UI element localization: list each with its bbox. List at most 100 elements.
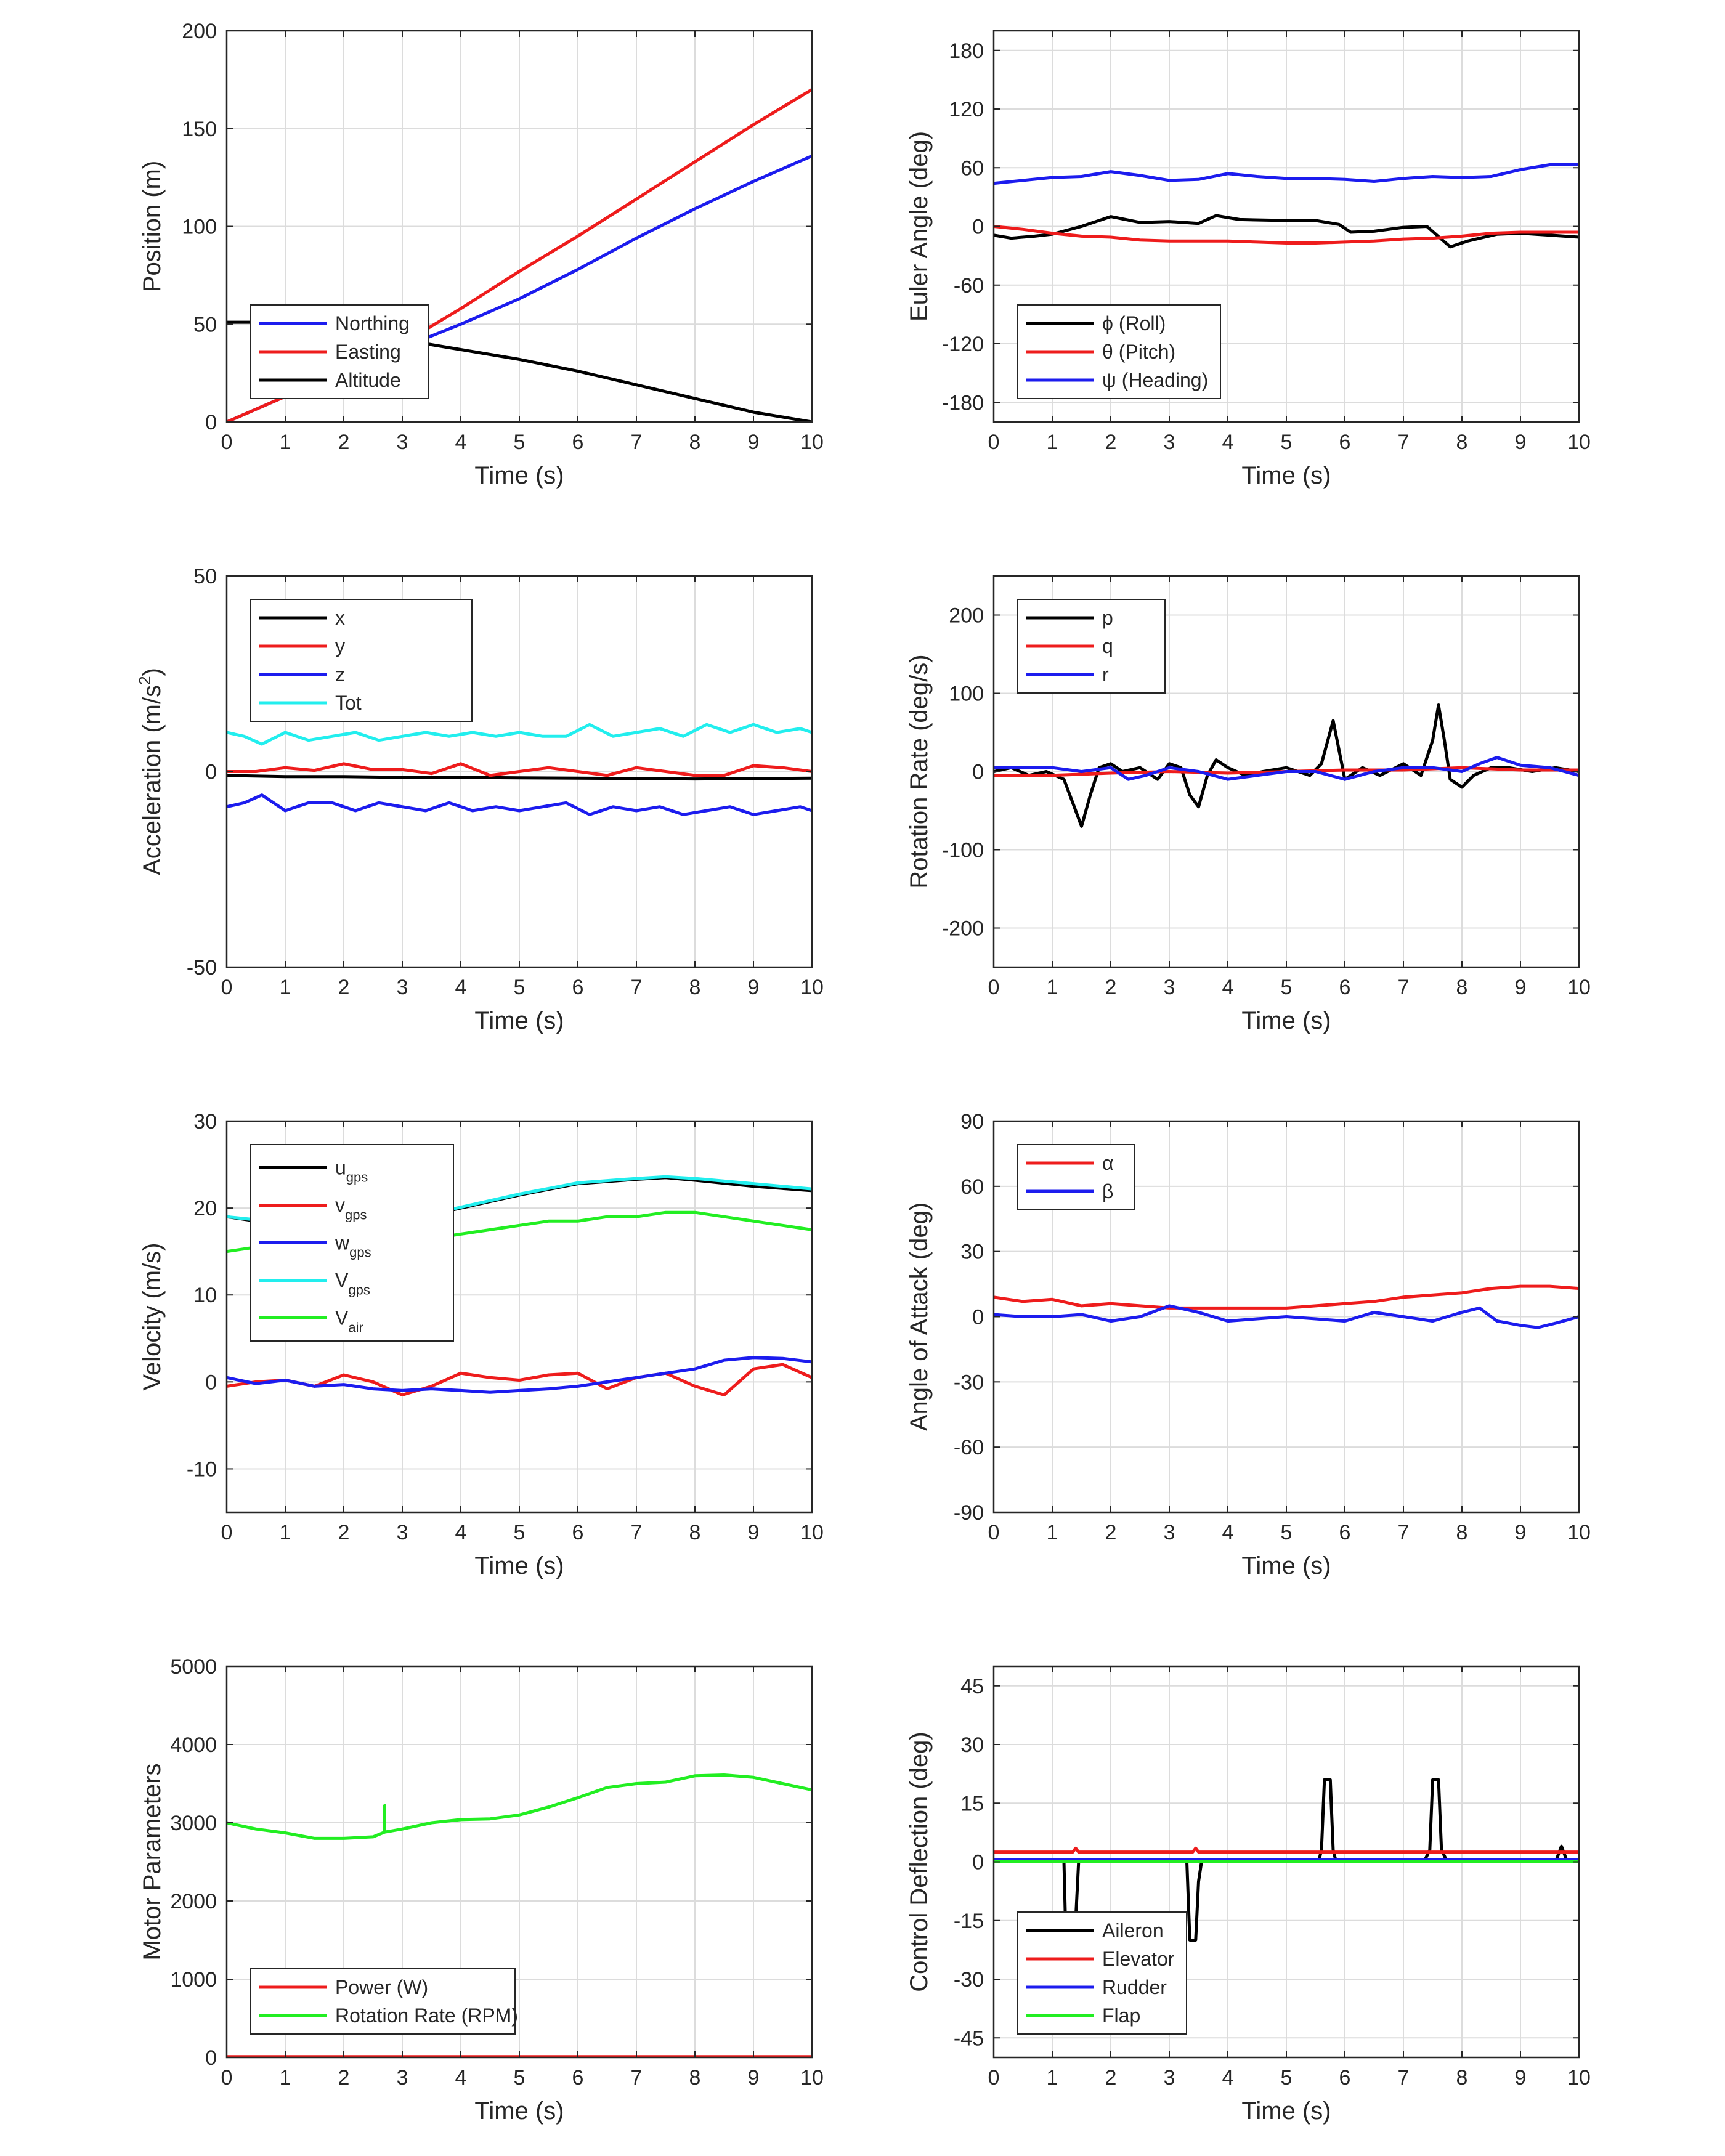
y-tick-label: 3000 xyxy=(170,1812,217,1835)
x-tick-label: 5 xyxy=(514,2066,526,2089)
y-tick-label: 200 xyxy=(182,20,217,43)
legend: Power (W) Rotation Rate (RPM) xyxy=(250,1968,518,2035)
y-tick-label: 5000 xyxy=(170,1655,217,1679)
legend-label: z xyxy=(335,663,345,686)
x-tick-label: 3 xyxy=(1164,1521,1175,1544)
x-tick-label: 10 xyxy=(800,2066,824,2089)
series-line-aileron xyxy=(994,1778,1579,1981)
legend: αβ xyxy=(1017,1144,1135,1210)
x-tick-label: 10 xyxy=(800,976,824,999)
x-tick-label: 4 xyxy=(455,2066,467,2089)
series-line-y xyxy=(227,762,812,777)
y-tick-label: 45 xyxy=(960,1675,984,1698)
x-axis-label: Time (s) xyxy=(1241,1007,1331,1034)
y-axis-label: Acceleration (m/s2) xyxy=(136,668,166,875)
y-tick-label: 50 xyxy=(193,313,217,336)
legend: ugps vgps wgps Vgps Vair xyxy=(250,1144,454,1342)
legend-box xyxy=(250,599,473,722)
ticks: 0 1 2 3 4 5 6 7 8 9 10 -90 -60 -30 0 30 60 90 xyxy=(954,1110,1591,1544)
x-tick-label: 8 xyxy=(1456,2066,1468,2089)
ticks: 0 1 2 3 4 5 6 7 8 9 10 0 1000 2000 3000 4000 5000 xyxy=(170,1655,824,2089)
x-tick-label: 10 xyxy=(1567,976,1591,999)
series-line- xyxy=(994,1304,1579,1329)
y-axis-label: Angle of Attack (deg) xyxy=(906,1202,933,1431)
x-tick-label: 2 xyxy=(1105,976,1117,999)
x-tick-label: 4 xyxy=(455,431,467,454)
x-tick-label: 6 xyxy=(1339,2066,1351,2089)
y-axis-label: Euler Angle (deg) xyxy=(906,131,933,322)
y-axis-label: Motor Parameters xyxy=(139,1763,166,1960)
x-tick-label: 7 xyxy=(1398,431,1410,454)
series-group xyxy=(994,703,1579,828)
legend-box xyxy=(250,1968,516,2035)
x-tick-label: 1 xyxy=(1047,976,1058,999)
x-tick-label: 7 xyxy=(1398,2066,1410,2089)
x-tick-label: 7 xyxy=(631,431,643,454)
y-tick-label: 100 xyxy=(949,683,984,706)
x-tick-label: 8 xyxy=(1456,1521,1468,1544)
legend-label: Aileron xyxy=(1102,1919,1164,1942)
x-tick-label: 0 xyxy=(988,2066,1000,2089)
x-tick-label: 10 xyxy=(1567,431,1591,454)
ticks: 0 1 2 3 4 5 6 7 8 9 10 -200 -100 0 100 200 xyxy=(942,576,1591,999)
series-group xyxy=(994,1284,1579,1329)
x-tick-label: 6 xyxy=(572,1521,584,1544)
y-tick-label: 0 xyxy=(205,761,217,784)
y-axis-label: Velocity (m/s) xyxy=(139,1242,166,1390)
x-tick-label: 9 xyxy=(1515,2066,1527,2089)
y-tick-label: 60 xyxy=(960,1175,984,1199)
x-tick-label: 4 xyxy=(1222,976,1234,999)
legend-label: y xyxy=(335,635,345,657)
series-line-rotation-rate-rpm xyxy=(227,1773,812,1840)
series-line-roll xyxy=(994,214,1579,249)
x-tick-label: 0 xyxy=(221,1521,233,1544)
x-tick-label: 0 xyxy=(988,431,1000,454)
x-tick-label: 2 xyxy=(338,976,350,999)
x-tick-label: 1 xyxy=(280,976,291,999)
legend-label: θ (Pitch) xyxy=(1102,341,1175,363)
x-tick-label: 4 xyxy=(1222,431,1234,454)
grid xyxy=(227,31,812,422)
x-tick-label: 9 xyxy=(748,431,760,454)
x-tick-label: 10 xyxy=(1567,1521,1591,1544)
y-tick-label: 15 xyxy=(960,1792,984,1815)
x-tick-label: 4 xyxy=(1222,1521,1234,1544)
x-tick-label: 3 xyxy=(1164,976,1175,999)
legend-label: Power (W) xyxy=(335,1976,428,1998)
x-tick-label: 3 xyxy=(397,431,408,454)
x-tick-label: 8 xyxy=(689,2066,701,2089)
y-axis-label: Position (m) xyxy=(139,161,166,292)
legend: pqr xyxy=(1017,599,1166,694)
x-tick-label: 0 xyxy=(988,1521,1000,1544)
y-tick-label: 0 xyxy=(972,761,984,784)
y-tick-label: -100 xyxy=(942,839,984,862)
y-tick-label: -60 xyxy=(954,274,984,298)
legend: ϕ (Roll) θ (Pitch) ψ (Heading) xyxy=(1017,304,1221,399)
x-tick-label: 6 xyxy=(572,431,584,454)
y-tick-label: -60 xyxy=(954,1436,984,1459)
y-tick-label: 200 xyxy=(949,604,984,628)
x-axis-label: Time (s) xyxy=(1241,2097,1331,2125)
x-tick-label: 9 xyxy=(748,2066,760,2089)
y-tick-label: -10 xyxy=(187,1457,217,1481)
x-tick-label: 3 xyxy=(397,976,408,999)
y-tick-label: -200 xyxy=(942,917,984,941)
x-tick-label: 2 xyxy=(1105,1521,1117,1544)
series-line-x xyxy=(227,774,812,781)
y-tick-label: 20 xyxy=(193,1197,217,1220)
x-tick-label: 6 xyxy=(572,976,584,999)
legend-label: Altitude xyxy=(335,369,401,391)
x-tick-label: 2 xyxy=(1105,431,1117,454)
x-tick-label: 10 xyxy=(1567,2066,1591,2089)
x-tick-label: 0 xyxy=(221,976,233,999)
legend-label: Northing xyxy=(335,312,410,334)
legend-label: β xyxy=(1102,1180,1113,1202)
legend: Northing Easting Altitude xyxy=(250,304,429,399)
legend-label: Tot xyxy=(335,692,362,714)
x-tick-label: 4 xyxy=(455,976,467,999)
x-tick-label: 9 xyxy=(1515,976,1527,999)
y-tick-label: 30 xyxy=(960,1733,984,1757)
legend-label: ψ (Heading) xyxy=(1102,369,1208,391)
